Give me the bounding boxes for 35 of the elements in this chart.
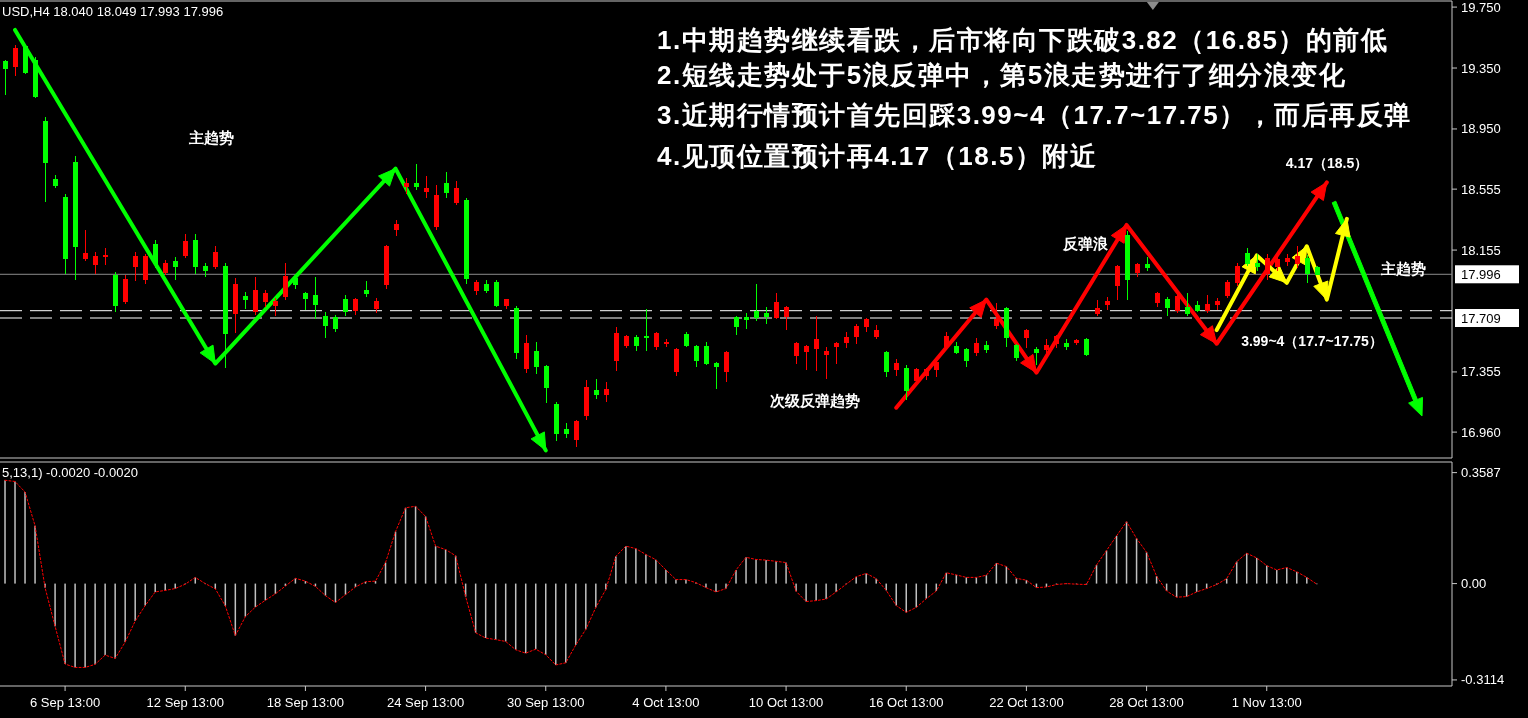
y-tick-label: 0.3587 (1461, 465, 1501, 481)
x-tick-label: 30 Sep 13:00 (507, 695, 585, 710)
y-tick-label: 17.355 (1461, 364, 1501, 380)
y-tick-label: 19.350 (1461, 60, 1501, 76)
annotation: 2.短线走势处于5浪反弹中，第5浪走势进行了细分浪变化 (657, 60, 1347, 90)
x-tick-label: 18 Sep 13:00 (266, 695, 345, 710)
annotation: 反弹浪 (1061, 234, 1109, 252)
annotation: 4.17（18.5） (1285, 155, 1369, 171)
annotation: 4.见顶位置预计再4.17（18.5）附近 (657, 141, 1098, 171)
annotation: 主趋势 (187, 128, 234, 146)
y-tick-label: 18.950 (1461, 121, 1501, 137)
x-tick-label: 22 Oct 13:00 (989, 695, 1064, 710)
ref-line-label: 17.996 (1461, 266, 1501, 282)
annotation: 3.99~4（17.7~17.75） (1241, 333, 1383, 349)
chart-title: 5,13,1) -0.0020 -0.0020 (2, 465, 138, 480)
chart-title: USD,H4 18.040 18.049 17.993 17.996 (2, 4, 224, 19)
y-tick-label: 0.00 (1461, 576, 1487, 592)
x-tick-label: 28 Oct 13:00 (1109, 695, 1184, 710)
x-tick-label: 12 Sep 13:00 (146, 695, 224, 710)
annotation: 次级反弹趋势 (770, 391, 860, 409)
annotation: 3.近期行情预计首先回踩3.99~4（17.7~17.75），而后再反弹 (657, 100, 1412, 130)
x-tick-label: 16 Oct 13:00 (869, 695, 944, 710)
ref-line-label: 17.709 (1461, 310, 1501, 326)
x-tick-label: 4 Oct 13:00 (632, 695, 700, 710)
annotation: 主趋势 (1379, 259, 1426, 277)
y-tick-label: 18.555 (1461, 181, 1501, 197)
y-tick-label: 19.750 (1461, 0, 1501, 15)
x-tick-label: 6 Sep 13:00 (30, 695, 101, 710)
y-tick-label: -0.3114 (1461, 672, 1505, 688)
y-tick-label: 18.155 (1461, 242, 1501, 258)
x-tick-label: 24 Sep 13:00 (386, 695, 465, 710)
x-tick-label: 10 Oct 13:00 (748, 695, 824, 710)
x-tick-label: 1 Nov 13:00 (1231, 695, 1302, 710)
y-tick-label: 16.960 (1461, 424, 1501, 440)
annotation: 1.中期趋势继续看跌，后市将向下跌破3.82（16.85）的前低 (657, 25, 1389, 55)
